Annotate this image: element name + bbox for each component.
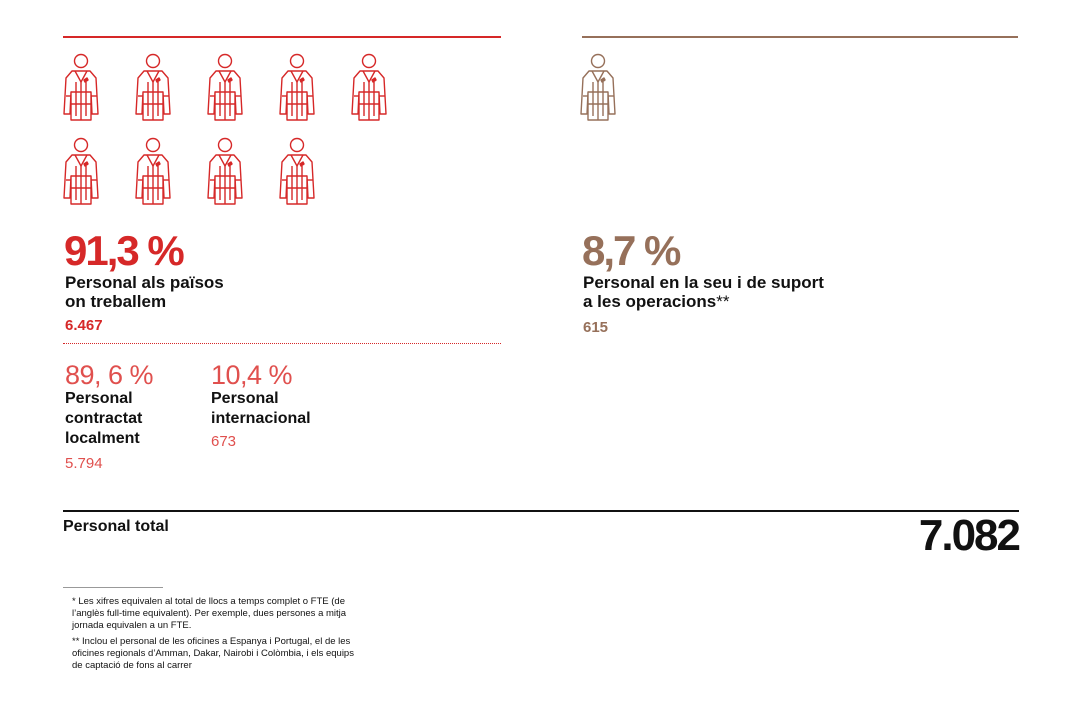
footnote-1-line-2: l’anglès full-time equivalent). Per exem…	[72, 608, 347, 619]
footnote-2-line-1: ** Inclou el personal de les oficines a …	[72, 636, 351, 647]
field-staff-label-line2: on treballem	[65, 292, 167, 311]
field-staff-count: 6.467	[65, 317, 103, 334]
footnote-2-line-3: de captació de fons al carrer	[72, 660, 192, 671]
local-contract-label-1: Personal	[65, 390, 133, 407]
person-icon	[135, 52, 171, 124]
local-contract-label-3: localment	[65, 430, 140, 447]
field-staff-label-line1: Personal als països	[65, 273, 224, 292]
hq-staff-percent: 8,7 %	[582, 227, 681, 274]
left-top-rule	[63, 36, 501, 38]
person-icon	[279, 136, 315, 208]
person-icon	[279, 52, 315, 124]
local-contract-label-2: contractat	[65, 410, 143, 427]
international-label-1: Personal	[211, 390, 279, 407]
footnote-1-line-1: * Les xifres equivalen al total de llocs…	[72, 596, 345, 607]
international-count: 673	[211, 433, 237, 450]
footnote-2-line-2: oficines regionals d’Amman, Dakar, Nairo…	[72, 648, 354, 659]
international-percent: 10,4 %	[211, 360, 293, 390]
right-top-rule	[582, 36, 1018, 38]
local-contract-count: 5.794	[65, 455, 103, 472]
total-value: 7.082	[918, 511, 1021, 560]
person-icon	[207, 52, 243, 124]
total-label: Personal total	[63, 518, 169, 535]
person-icon	[351, 52, 387, 124]
footnote-1-line-3: jornada equivalen a un FTE.	[72, 620, 192, 631]
person-icon	[63, 52, 99, 124]
person-icon	[580, 52, 616, 124]
footnote-divider	[63, 587, 163, 588]
person-icon	[207, 136, 243, 208]
hq-staff-label-line2-text: a les operacions	[583, 292, 717, 311]
footnote-marker: **	[716, 292, 730, 311]
total-rule	[63, 510, 1019, 512]
dotted-divider	[63, 343, 501, 344]
international-label-2: internacional	[211, 410, 311, 427]
person-icon	[135, 136, 171, 208]
field-staff-percent: 91,3 %	[64, 227, 185, 274]
hq-staff-label-line1: Personal en la seu i de suport	[583, 273, 824, 292]
hq-staff-count: 615	[583, 319, 609, 336]
local-contract-percent: 89, 6 %	[65, 360, 154, 390]
hq-staff-label-line2: a les operacions**	[583, 292, 729, 311]
person-icon	[63, 136, 99, 208]
